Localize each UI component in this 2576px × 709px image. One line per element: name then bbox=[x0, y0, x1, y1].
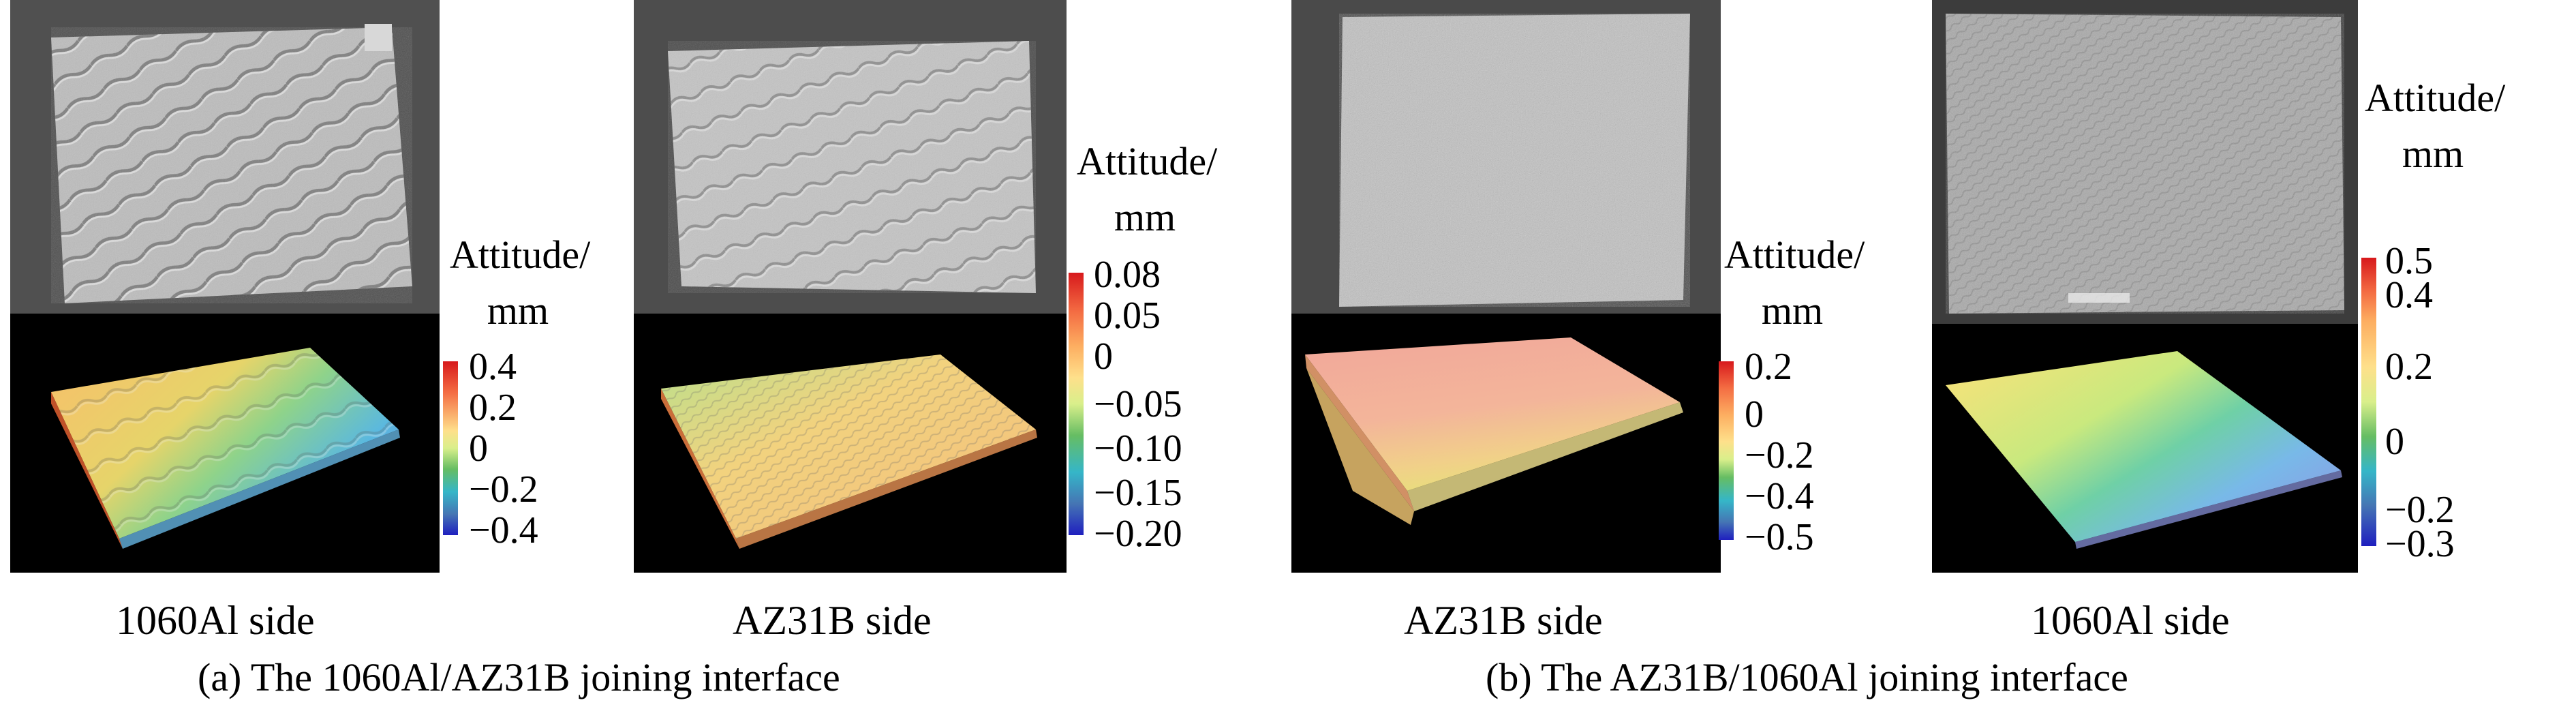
colorbar-unit: mm bbox=[487, 288, 549, 333]
surface-3d-1060al-b bbox=[1932, 324, 2358, 573]
colorbar-tick: −0.2 bbox=[469, 468, 538, 511]
colorbar-title: Attitude/ bbox=[2365, 76, 2506, 120]
colorbar-tick: −0.2 bbox=[1745, 434, 1814, 477]
sample-label: AZ31B side bbox=[1404, 598, 1603, 643]
colorbar-tick: 0.08 bbox=[1094, 254, 1161, 296]
panel-caption: (a) The 1060Al/AZ31B joining interface bbox=[198, 655, 840, 699]
sample-label: 1060Al side bbox=[116, 598, 315, 643]
sample-photo-az31b-b bbox=[1291, 0, 1721, 314]
sample-label: AZ31B side bbox=[733, 598, 932, 643]
colorbar-tick: 0 bbox=[1094, 335, 1113, 378]
colorbar bbox=[2361, 258, 2376, 546]
colorbar-tick: 0.05 bbox=[1094, 295, 1161, 337]
colorbar-tick: 0.2 bbox=[1745, 346, 1792, 388]
colorbar bbox=[1719, 361, 1734, 540]
colorbar-tick: 0.4 bbox=[2385, 274, 2433, 316]
colorbar-unit: mm bbox=[1761, 288, 1824, 333]
sample-label: 1060Al side bbox=[2031, 598, 2230, 643]
colorbar-tick: 0 bbox=[1745, 393, 1764, 436]
colorbar-tick: −0.5 bbox=[1745, 516, 1814, 558]
colorbar-tick: 0 bbox=[2385, 421, 2404, 463]
colorbar bbox=[443, 361, 458, 535]
surface-3d-az31b-a bbox=[634, 314, 1067, 573]
colorbar-tick: 0.5 bbox=[2385, 240, 2433, 282]
colorbar-tick: −0.3 bbox=[2385, 523, 2455, 565]
sample-photo-az31b-a bbox=[634, 0, 1067, 314]
sample-photo-1060al-b bbox=[1932, 0, 2358, 324]
colorbar-tick: −0.4 bbox=[1745, 475, 1814, 517]
surface-3d-az31b-b bbox=[1291, 314, 1721, 573]
colorbar bbox=[1069, 273, 1084, 535]
panel-caption: (b) The AZ31B/1060Al joining interface bbox=[1486, 655, 2128, 699]
colorbar-unit: mm bbox=[2402, 132, 2464, 176]
colorbar-tick: −0.20 bbox=[1094, 513, 1182, 555]
colorbar-tick: 0.2 bbox=[2385, 346, 2433, 388]
colorbar-title: Attitude/ bbox=[1077, 139, 1218, 183]
colorbar-tick: 0.2 bbox=[469, 387, 517, 429]
colorbar-tick: −0.15 bbox=[1094, 472, 1182, 514]
colorbar-tick: 0 bbox=[469, 427, 488, 470]
colorbar-tick: −0.2 bbox=[2385, 489, 2455, 531]
sample-photo-1060al-a bbox=[10, 0, 440, 314]
colorbar-tick: −0.10 bbox=[1094, 427, 1182, 470]
colorbar-title: Attitude/ bbox=[1724, 232, 1865, 277]
surface-3d-1060al-a bbox=[10, 314, 440, 573]
colorbar-tick: 0.4 bbox=[469, 346, 517, 388]
colorbar-title: Attitude/ bbox=[450, 232, 591, 277]
colorbar-unit: mm bbox=[1114, 195, 1176, 239]
colorbar-tick: −0.4 bbox=[469, 509, 538, 552]
colorbar-tick: −0.05 bbox=[1094, 383, 1182, 425]
